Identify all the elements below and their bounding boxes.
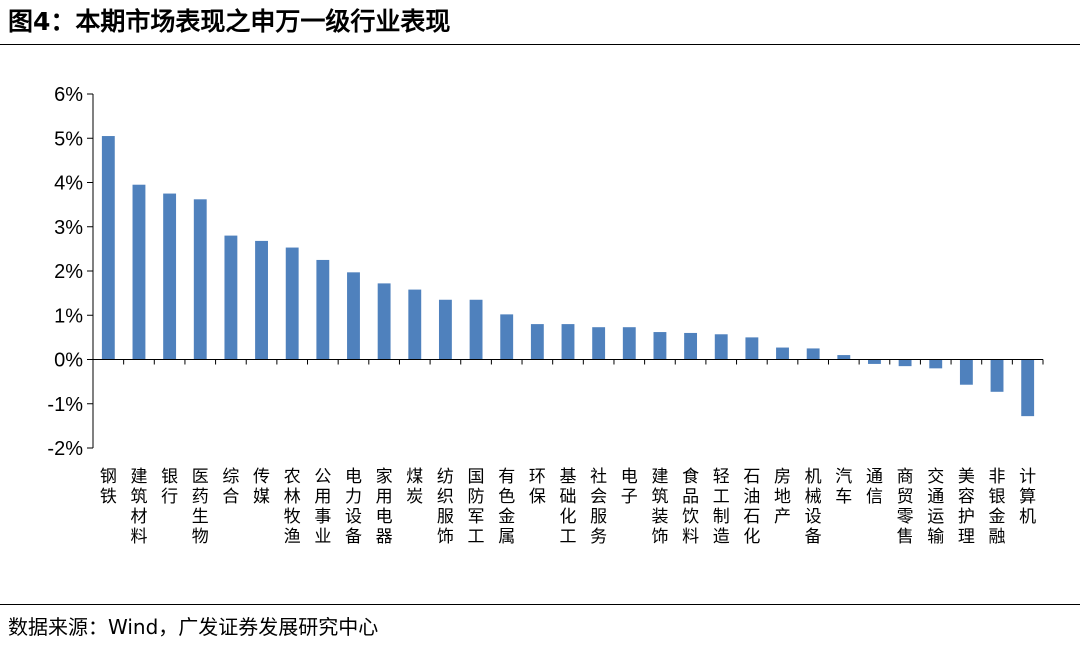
category-label-27: 交通运输: [927, 467, 944, 547]
bar-15: [561, 324, 575, 360]
bar-13: [500, 314, 514, 360]
category-label-22: 房地产: [774, 467, 791, 527]
category-label-7: 公用事业: [314, 467, 331, 547]
y-tick-label: -2%: [47, 438, 83, 460]
category-label-21: 石油石化: [743, 467, 760, 547]
y-tick-label: 6%: [54, 84, 83, 106]
bar-8: [347, 272, 360, 360]
bar-11: [438, 299, 452, 360]
bar-30: [1021, 359, 1035, 417]
figure-title: 图4：本期市场表现之申万一级行业表现: [8, 7, 451, 36]
y-tick-label: 1%: [54, 305, 83, 327]
bar-17: [622, 327, 636, 360]
category-label-15: 基础化工: [560, 467, 577, 547]
bar-24: [837, 355, 851, 360]
bar-10: [408, 289, 422, 360]
bar-26: [898, 359, 912, 367]
category-label-14: 环保: [529, 467, 546, 507]
bar-25: [868, 359, 881, 364]
bar-14: [530, 324, 544, 360]
title-rule: [0, 44, 1080, 45]
category-label-19: 食品饮料: [682, 467, 699, 547]
category-label-1: 建筑材料: [130, 467, 147, 547]
bar-29: [990, 359, 1004, 392]
category-label-16: 社会服务: [590, 467, 607, 547]
category-label-5: 传媒: [253, 467, 270, 507]
category-label-11: 纺织服饰: [437, 467, 454, 547]
bar-6: [285, 247, 299, 360]
source-note: 数据来源：Wind，广发证券发展研究中心: [8, 615, 379, 639]
bar-19: [684, 332, 698, 360]
category-label-3: 医药生物: [192, 467, 209, 547]
category-label-13: 有色金属: [498, 467, 515, 547]
category-label-23: 机械设备: [805, 467, 822, 547]
category-label-24: 汽车: [835, 467, 852, 507]
bar-0: [101, 136, 115, 360]
bar-16: [592, 327, 606, 360]
bar-12: [469, 299, 483, 360]
y-axis: -2% -1% 0% 1% 2% 3% 4% 5% 6%: [47, 84, 94, 460]
category-label-2: 银行: [161, 467, 178, 507]
bar-23: [806, 348, 820, 360]
category-label-26: 商贸零售: [897, 467, 914, 547]
category-label-6: 农林牧渔: [284, 467, 301, 547]
bar-1: [132, 184, 146, 360]
category-label-20: 轻工制造: [713, 467, 730, 547]
source-rule: [0, 604, 1080, 605]
bar-27: [929, 359, 943, 369]
category-label-8: 电力设备: [345, 467, 362, 547]
category-label-4: 综合: [222, 467, 239, 507]
bar-5: [255, 240, 268, 360]
y-tick-label: 2%: [54, 261, 83, 283]
category-label-17: 电子: [621, 467, 638, 507]
y-tick-label: 5%: [54, 128, 83, 150]
x-axis: [92, 359, 1044, 365]
bar-3: [193, 199, 207, 360]
y-tick-label: 3%: [54, 217, 83, 239]
bar-9: [377, 283, 391, 360]
y-tick-label: 4%: [54, 173, 83, 195]
category-label-0: 钢铁: [100, 467, 117, 507]
bars: [101, 136, 1035, 417]
bar-18: [653, 332, 667, 360]
bar-chart: -2% -1% 0% 1% 2% 3% 4% 5% 6% 钢铁建筑材料银行医药生物综合传媒农林牧…: [47, 84, 1044, 547]
bar-2: [163, 193, 177, 360]
category-labels: 钢铁建筑材料银行医药生物综合传媒农林牧渔公用事业电力设备家用电器煤炭纺织服饰国防…: [100, 467, 1036, 547]
category-label-10: 煤炭: [406, 467, 423, 507]
bar-4: [224, 235, 238, 360]
category-label-12: 国防军工: [468, 467, 485, 547]
category-label-28: 美容护理: [958, 467, 975, 547]
y-tick-label: 0%: [54, 350, 83, 372]
bar-28: [959, 359, 973, 385]
category-label-25: 通信: [866, 467, 883, 507]
bar-22: [776, 347, 789, 360]
bar-20: [714, 334, 728, 360]
category-label-9: 家用电器: [376, 467, 393, 547]
category-label-18: 建筑装饰: [651, 467, 668, 547]
bar-7: [316, 259, 330, 360]
y-tick-label: -1%: [47, 394, 83, 416]
category-label-30: 计算机: [1019, 467, 1036, 527]
bar-21: [745, 337, 759, 360]
category-label-29: 非银金融: [989, 467, 1006, 547]
